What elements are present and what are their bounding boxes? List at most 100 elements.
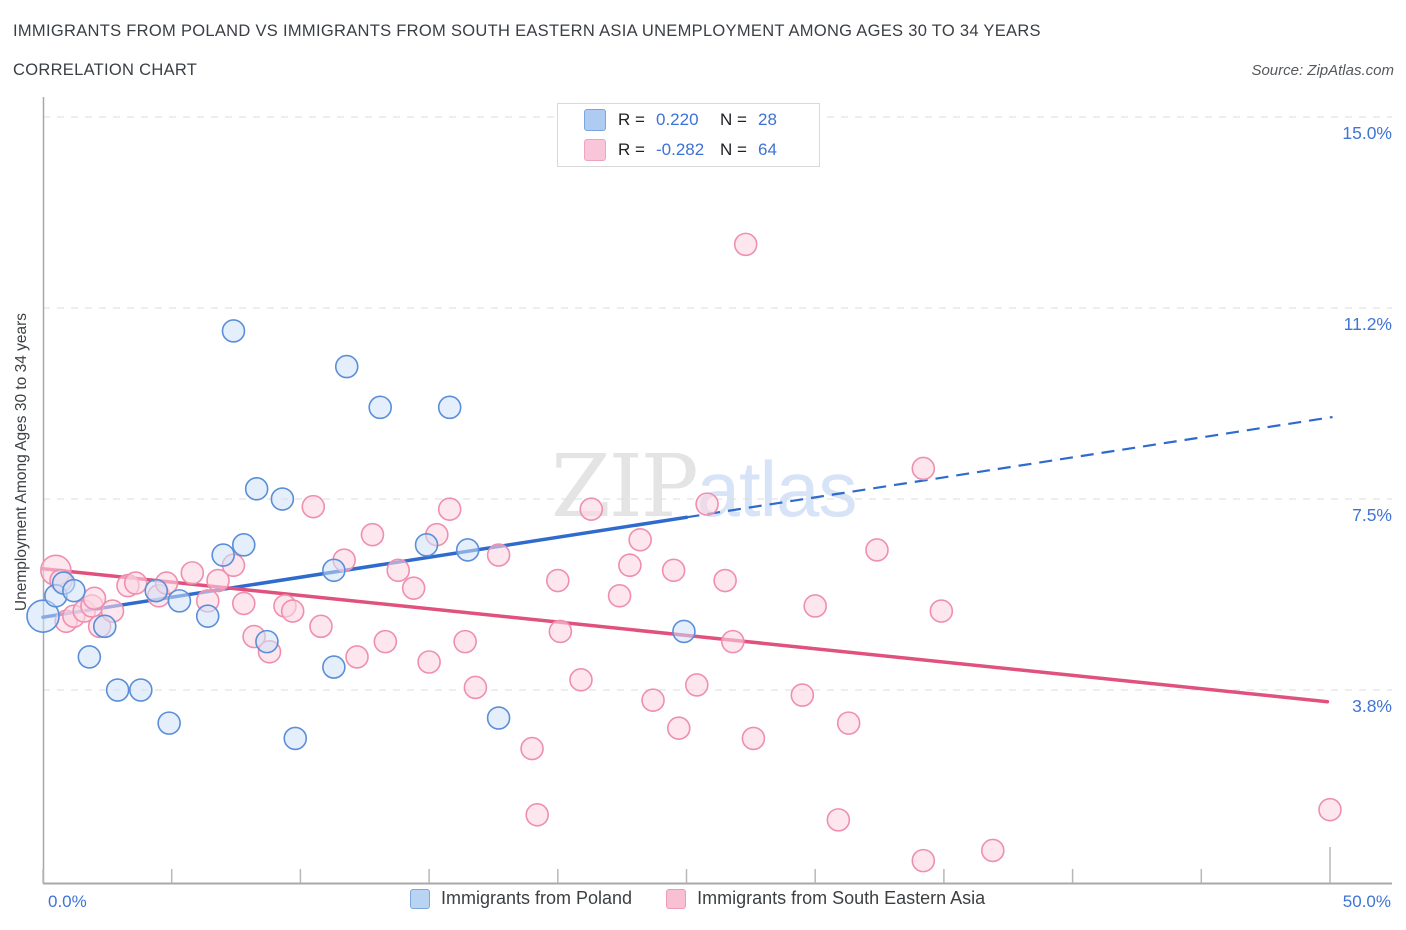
- data-point-sea[interactable]: [360, 522, 385, 547]
- data-point-sea[interactable]: [713, 568, 737, 593]
- data-point-sea[interactable]: [911, 848, 936, 873]
- data-point-sea[interactable]: [206, 568, 230, 593]
- data-point-sea[interactable]: [981, 838, 1005, 863]
- data-point-poland[interactable]: [322, 655, 346, 679]
- r-value-sea: -0.282: [656, 140, 705, 159]
- data-point-poland[interactable]: [486, 706, 511, 730]
- data-point-poland[interactable]: [129, 678, 153, 702]
- data-point-sea[interactable]: [123, 571, 148, 595]
- data-point-poland[interactable]: [144, 578, 169, 603]
- data-point-poland[interactable]: [105, 678, 130, 702]
- data-point-sea[interactable]: [641, 688, 665, 712]
- stats-row-poland: R = 0.220 N = 28: [584, 108, 819, 133]
- data-point-poland[interactable]: [26, 599, 60, 633]
- data-point-sea[interactable]: [231, 591, 256, 616]
- data-point-sea[interactable]: [437, 497, 462, 522]
- correlation-stats-panel: R = 0.220 N = 28 R = -0.282 N = 64: [557, 103, 820, 167]
- sea-swatch-icon: [584, 139, 606, 161]
- data-point-sea[interactable]: [721, 629, 745, 654]
- data-point-sea[interactable]: [826, 808, 851, 832]
- data-point-sea[interactable]: [836, 711, 861, 735]
- data-point-poland[interactable]: [221, 319, 246, 343]
- data-point-poland[interactable]: [322, 558, 346, 583]
- poland-trendline-extrapolated: [686, 415, 1333, 519]
- data-point-sea[interactable]: [373, 629, 398, 654]
- data-point-sea[interactable]: [741, 726, 766, 751]
- data-point-sea[interactable]: [579, 497, 604, 522]
- data-point-sea[interactable]: [280, 599, 305, 623]
- data-point-sea[interactable]: [607, 583, 632, 608]
- data-point-sea[interactable]: [695, 492, 719, 516]
- data-point-sea[interactable]: [545, 568, 570, 593]
- legend-item-sea[interactable]: Immigrants from South Eastern Asia: [666, 888, 985, 909]
- data-point-poland[interactable]: [62, 578, 86, 603]
- y-axis-title: Unemployment Among Ages 30 to 34 years: [13, 312, 30, 612]
- x-axis-min-label: 0.0%: [48, 892, 87, 911]
- r-label: R =: [618, 110, 645, 129]
- data-point-sea[interactable]: [929, 599, 954, 623]
- data-point-sea[interactable]: [345, 645, 369, 669]
- data-point-sea[interactable]: [386, 558, 411, 583]
- data-point-sea[interactable]: [525, 802, 550, 827]
- data-point-sea[interactable]: [865, 538, 889, 562]
- poland-swatch-icon: [584, 109, 606, 131]
- data-point-sea[interactable]: [309, 614, 333, 639]
- data-point-sea[interactable]: [911, 456, 936, 481]
- data-point-sea[interactable]: [486, 543, 511, 567]
- data-point-sea[interactable]: [453, 629, 477, 654]
- stats-row-sea: R = -0.282 N = 64: [584, 138, 819, 163]
- data-point-poland[interactable]: [92, 614, 117, 639]
- sea-legend-label: Immigrants from South Eastern Asia: [697, 888, 986, 908]
- data-point-sea[interactable]: [790, 683, 815, 707]
- data-point-sea[interactable]: [82, 586, 107, 611]
- legend-item-poland[interactable]: Immigrants from Poland: [410, 888, 632, 909]
- n-value-sea: 64: [758, 140, 777, 159]
- data-point-poland[interactable]: [211, 543, 235, 567]
- data-point-poland[interactable]: [414, 533, 439, 557]
- data-point-sea[interactable]: [548, 619, 573, 644]
- data-point-sea[interactable]: [463, 675, 488, 700]
- data-point-poland[interactable]: [437, 395, 462, 420]
- data-point-poland[interactable]: [270, 487, 295, 511]
- data-point-sea[interactable]: [569, 668, 593, 692]
- page-title: IMMIGRANTS FROM POLAND VS IMMIGRANTS FRO…: [13, 22, 1041, 40]
- n-label: N =: [720, 140, 747, 159]
- data-point-poland[interactable]: [244, 477, 269, 501]
- r-label: R =: [618, 140, 645, 159]
- data-point-poland[interactable]: [368, 395, 392, 420]
- data-point-poland[interactable]: [672, 619, 696, 644]
- data-point-poland[interactable]: [77, 645, 102, 669]
- data-point-sea[interactable]: [417, 650, 441, 674]
- data-point-sea[interactable]: [666, 716, 691, 741]
- data-point-poland[interactable]: [195, 604, 220, 628]
- data-point-sea[interactable]: [301, 494, 326, 519]
- data-point-sea[interactable]: [1318, 797, 1342, 822]
- data-point-sea[interactable]: [661, 558, 686, 583]
- zipatlas-watermark: ZIPatlas: [551, 444, 858, 533]
- source-credit: Source: ZipAtlas.com: [1251, 62, 1394, 79]
- watermark-zip: ZIP: [551, 437, 699, 537]
- watermark-atlas: atlas: [696, 445, 858, 533]
- data-point-sea[interactable]: [803, 594, 828, 618]
- y-tick-label: 3.8%: [1352, 696, 1392, 716]
- n-label: N =: [720, 110, 747, 129]
- y-tick-label: 7.5%: [1352, 505, 1392, 525]
- data-point-poland[interactable]: [455, 538, 480, 562]
- data-point-poland[interactable]: [231, 533, 256, 557]
- data-point-poland[interactable]: [334, 354, 359, 379]
- n-value-poland: 28: [758, 110, 777, 129]
- data-point-poland[interactable]: [157, 711, 181, 735]
- data-point-poland[interactable]: [255, 629, 279, 654]
- x-axis-max-label: 50.0%: [1342, 892, 1391, 911]
- data-point-sea[interactable]: [618, 553, 642, 578]
- poland-legend-label: Immigrants from Poland: [441, 888, 633, 908]
- data-point-poland[interactable]: [167, 589, 192, 613]
- data-point-sea[interactable]: [520, 736, 544, 761]
- data-point-sea[interactable]: [684, 673, 709, 697]
- data-point-sea[interactable]: [401, 576, 426, 600]
- data-point-sea[interactable]: [628, 527, 652, 552]
- data-point-sea[interactable]: [180, 561, 205, 585]
- data-point-sea[interactable]: [733, 232, 758, 257]
- data-point-poland[interactable]: [283, 726, 308, 751]
